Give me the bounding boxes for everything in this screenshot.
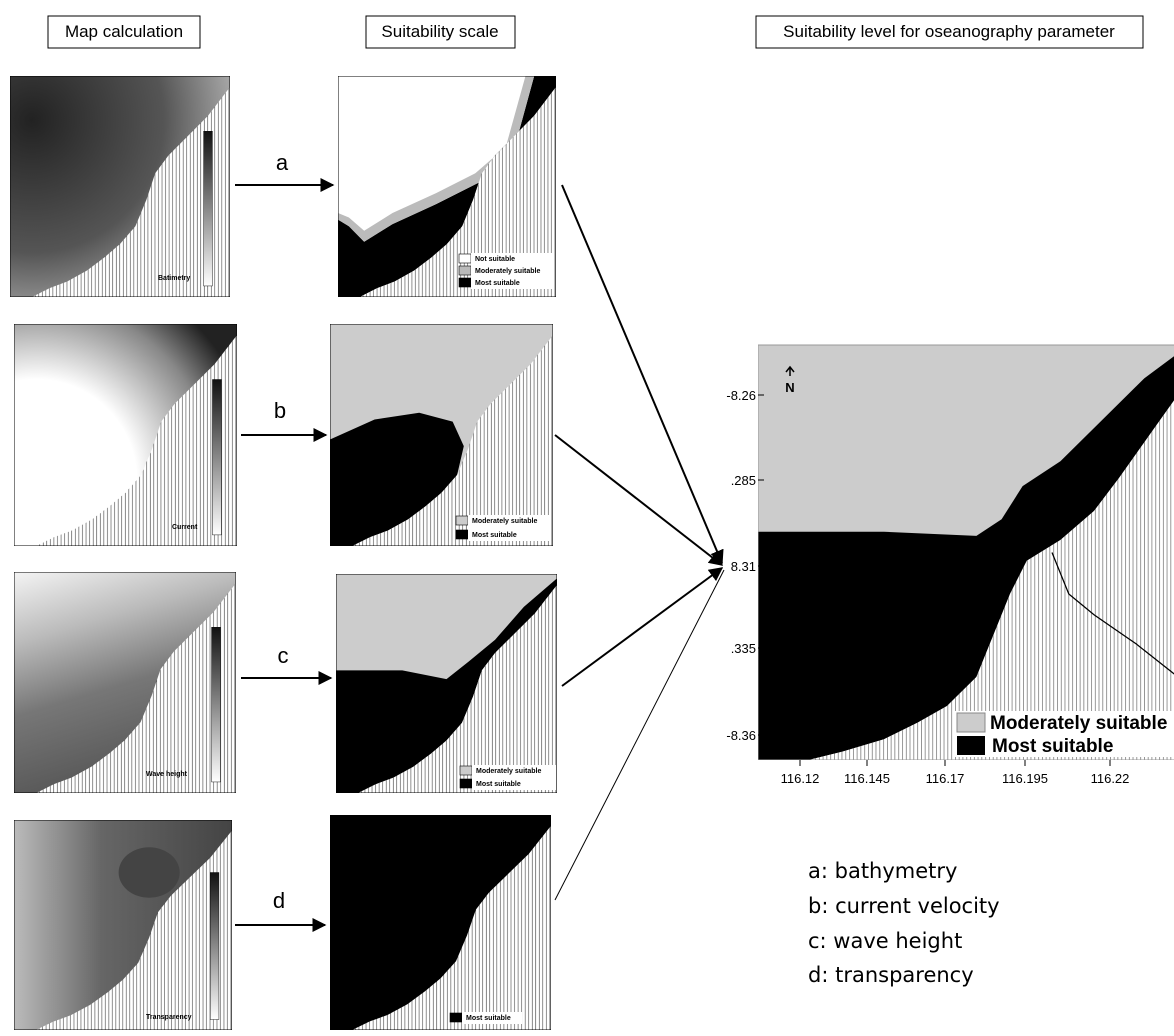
key-item: a: bathymetry — [808, 859, 957, 883]
converging-lines — [555, 185, 724, 900]
page: {"headers":["Map calculation","Suitabili… — [0, 0, 1174, 1036]
key-item: c: wave height — [808, 929, 962, 953]
legend-swatch — [957, 713, 985, 732]
legend-label: Moderately suitable — [476, 768, 541, 775]
header: Map calculation — [65, 22, 183, 41]
x-tick-label: 116.22 — [1091, 771, 1130, 786]
arrows — [235, 185, 333, 925]
legend-label: Most suitable — [466, 1015, 511, 1022]
legend-label: Most suitable — [472, 532, 517, 539]
arrow-label: a — [276, 150, 289, 175]
header: Suitability scale — [381, 22, 498, 41]
x-tick-label: 116.12 — [781, 771, 820, 786]
arrow-label: d — [273, 888, 285, 913]
arrow-label: b — [274, 398, 286, 423]
scale-map — [336, 574, 557, 793]
scale-map — [330, 324, 553, 546]
legend-label: Most suitable — [992, 736, 1113, 757]
map-label: Transparency — [146, 1014, 192, 1021]
input-map — [14, 820, 232, 1030]
legend-swatch — [957, 736, 985, 755]
key-item: b: current velocity — [808, 894, 1000, 918]
legend-label: Moderately suitable — [475, 268, 540, 275]
y-tick-label: 8.31 — [731, 559, 756, 574]
map-label: Batimetry — [158, 275, 190, 282]
result-map — [758, 345, 1174, 760]
legend-label: Moderately suitable — [990, 713, 1167, 734]
map-label: Wave height — [146, 771, 188, 778]
y-tick-label: .335 — [731, 641, 756, 656]
input-map — [14, 572, 236, 793]
legend-label: Moderately suitable — [472, 518, 537, 525]
legend-label: Most suitable — [476, 781, 521, 788]
input-map — [10, 76, 230, 297]
scale-map — [330, 815, 551, 1030]
x-tick-label: 116.17 — [926, 771, 965, 786]
y-tick-label: -8.36 — [726, 728, 756, 743]
x-tick-label: 116.195 — [1002, 771, 1048, 786]
input-map — [14, 324, 237, 546]
legend-label: Most suitable — [475, 280, 520, 287]
y-tick-label: .285 — [731, 473, 756, 488]
legend-label: Not suitable — [475, 256, 515, 263]
map-label: Current — [172, 524, 198, 531]
x-tick-label: 116.145 — [844, 771, 890, 786]
diagram: Map calculation Suitability scale Suitab… — [0, 0, 1174, 1036]
arrow-label: c — [278, 643, 289, 668]
key-item: d: transparency — [808, 963, 974, 987]
header: Suitability level for oseanography param… — [783, 22, 1115, 41]
y-tick-label: -8.26 — [726, 388, 756, 403]
north-label: N — [785, 380, 794, 395]
